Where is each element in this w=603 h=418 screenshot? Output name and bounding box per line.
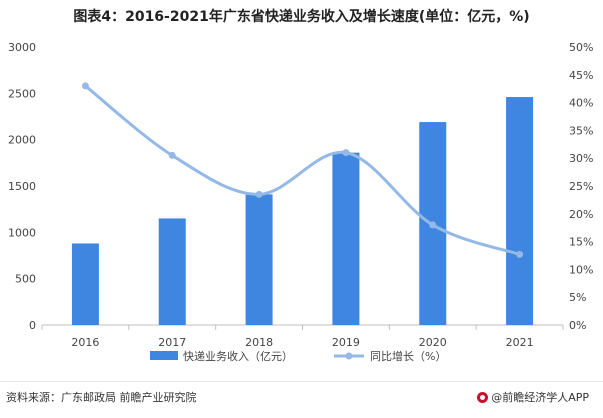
line-point bbox=[429, 221, 437, 229]
x-tick-label: 2016 bbox=[71, 336, 99, 349]
chart-title: 图表4：2016-2021年广东省快递业务收入及增长速度(单位：亿元，%) bbox=[73, 9, 530, 25]
y-right-tick-label: 50% bbox=[569, 41, 593, 54]
bar bbox=[158, 218, 186, 325]
y-right-tick-label: 30% bbox=[569, 152, 593, 165]
growth-line bbox=[83, 84, 522, 256]
x-tick-label: 2018 bbox=[245, 336, 273, 349]
x-tick-label: 2017 bbox=[158, 336, 186, 349]
source-note: 资料来源：广东邮政局 前瞻产业研究院 bbox=[6, 391, 197, 404]
line-point bbox=[342, 149, 350, 157]
y-left-tick-label: 1000 bbox=[8, 226, 36, 239]
footer-divider bbox=[0, 381, 603, 382]
axes-layer bbox=[41, 324, 564, 330]
y-left-tick-label: 2000 bbox=[8, 134, 36, 147]
tick-labels: 0 500 1000 1500 2000 2500 3000 0% 5% 10% 15% 20% 25%… bbox=[8, 41, 593, 349]
y-left-tick-label: 2500 bbox=[8, 87, 36, 100]
brand-logo-icon bbox=[477, 391, 489, 403]
y-left-tick-label: 1500 bbox=[8, 180, 36, 193]
y-right-tick-label: 0% bbox=[569, 319, 586, 332]
brand-text: @前瞻经济学人APP bbox=[491, 391, 589, 404]
y-right-tick-label: 25% bbox=[569, 180, 593, 193]
y-right-tick-label: 10% bbox=[569, 263, 593, 276]
bar-series bbox=[71, 97, 534, 325]
bar bbox=[245, 194, 273, 325]
x-tick-label: 2019 bbox=[332, 336, 360, 349]
bar bbox=[506, 97, 534, 325]
line-point bbox=[168, 151, 176, 159]
x-tick-label: 2020 bbox=[419, 336, 447, 349]
y-right-tick-label: 40% bbox=[569, 97, 593, 110]
y-right-tick-label: 15% bbox=[569, 236, 593, 249]
line-point bbox=[255, 190, 263, 198]
y-right-tick-label: 45% bbox=[569, 69, 593, 82]
legend-bar-swatch bbox=[150, 351, 178, 360]
x-tick-label: 2021 bbox=[506, 336, 534, 349]
y-right-tick-label: 5% bbox=[569, 291, 586, 304]
bar bbox=[332, 152, 360, 325]
y-left-tick-label: 3000 bbox=[8, 41, 36, 54]
y-left-tick-label: 500 bbox=[15, 273, 36, 286]
combo-chart: 0 500 1000 1500 2000 2500 3000 0% 5% 10% 15% 20% 25%… bbox=[8, 41, 593, 363]
legend-line-label: 同比增长（%） bbox=[370, 349, 446, 363]
line-series bbox=[81, 82, 524, 258]
legend-bar-label: 快递业务收入（亿元） bbox=[183, 349, 293, 363]
legend: 快递业务收入（亿元） 同比增长（%） bbox=[150, 349, 446, 363]
y-right-tick-label: 20% bbox=[569, 208, 593, 221]
line-point bbox=[516, 250, 524, 258]
y-right-tick-label: 35% bbox=[569, 124, 593, 137]
line-point bbox=[81, 82, 89, 90]
bar bbox=[71, 243, 99, 325]
legend-line-marker bbox=[345, 352, 353, 360]
y-left-tick-label: 0 bbox=[29, 319, 36, 332]
brand-mark: @前瞻经济学人APP bbox=[477, 389, 589, 405]
